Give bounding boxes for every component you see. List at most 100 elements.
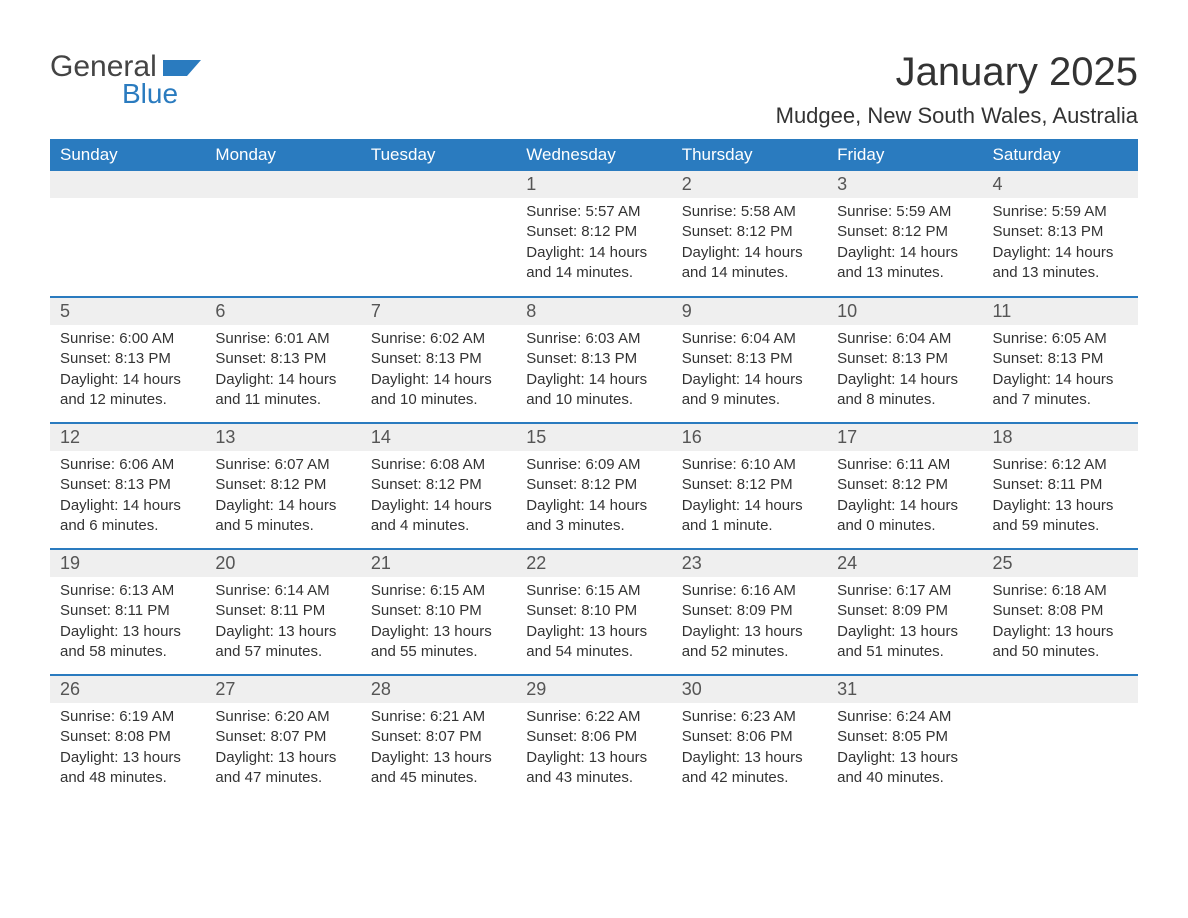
sunset-text: Sunset: 8:05 PM bbox=[837, 727, 972, 747]
sunset-text: Sunset: 8:07 PM bbox=[215, 727, 350, 747]
day-content: Sunrise: 6:05 AMSunset: 8:13 PMDaylight:… bbox=[983, 325, 1138, 418]
title-block: January 2025 Mudgee, New South Wales, Au… bbox=[776, 50, 1138, 129]
day-content: Sunrise: 6:21 AMSunset: 8:07 PMDaylight:… bbox=[361, 703, 516, 796]
daylight-text: Daylight: 13 hours and 43 minutes. bbox=[526, 748, 661, 789]
day-content: Sunrise: 6:14 AMSunset: 8:11 PMDaylight:… bbox=[205, 577, 360, 670]
day-number: 13 bbox=[205, 424, 360, 451]
day-content: Sunrise: 6:08 AMSunset: 8:12 PMDaylight:… bbox=[361, 451, 516, 544]
calendar-day-cell: 14Sunrise: 6:08 AMSunset: 8:12 PMDayligh… bbox=[361, 423, 516, 549]
day-content: Sunrise: 6:03 AMSunset: 8:13 PMDaylight:… bbox=[516, 325, 671, 418]
daylight-text: Daylight: 14 hours and 11 minutes. bbox=[215, 370, 350, 411]
day-number: 15 bbox=[516, 424, 671, 451]
daylight-text: Daylight: 13 hours and 59 minutes. bbox=[993, 496, 1128, 537]
sunrise-text: Sunrise: 6:04 AM bbox=[682, 329, 817, 349]
day-content: Sunrise: 6:02 AMSunset: 8:13 PMDaylight:… bbox=[361, 325, 516, 418]
day-content: Sunrise: 6:11 AMSunset: 8:12 PMDaylight:… bbox=[827, 451, 982, 544]
calendar-day-cell: 6Sunrise: 6:01 AMSunset: 8:13 PMDaylight… bbox=[205, 297, 360, 423]
sunrise-text: Sunrise: 6:19 AM bbox=[60, 707, 195, 727]
calendar-day-cell: 11Sunrise: 6:05 AMSunset: 8:13 PMDayligh… bbox=[983, 297, 1138, 423]
day-header: Monday bbox=[205, 139, 360, 171]
day-content bbox=[205, 198, 360, 210]
daylight-text: Daylight: 14 hours and 0 minutes. bbox=[837, 496, 972, 537]
day-number bbox=[205, 171, 360, 198]
daylight-text: Daylight: 13 hours and 58 minutes. bbox=[60, 622, 195, 663]
day-header: Saturday bbox=[983, 139, 1138, 171]
sunset-text: Sunset: 8:10 PM bbox=[371, 601, 506, 621]
calendar-day-cell: 18Sunrise: 6:12 AMSunset: 8:11 PMDayligh… bbox=[983, 423, 1138, 549]
day-header: Friday bbox=[827, 139, 982, 171]
sunset-text: Sunset: 8:09 PM bbox=[682, 601, 817, 621]
day-content: Sunrise: 6:12 AMSunset: 8:11 PMDaylight:… bbox=[983, 451, 1138, 544]
day-number: 20 bbox=[205, 550, 360, 577]
sunset-text: Sunset: 8:12 PM bbox=[215, 475, 350, 495]
sunrise-text: Sunrise: 6:07 AM bbox=[215, 455, 350, 475]
calendar-day-cell: 13Sunrise: 6:07 AMSunset: 8:12 PMDayligh… bbox=[205, 423, 360, 549]
calendar-day-cell: 25Sunrise: 6:18 AMSunset: 8:08 PMDayligh… bbox=[983, 549, 1138, 675]
sunrise-text: Sunrise: 6:03 AM bbox=[526, 329, 661, 349]
daylight-text: Daylight: 13 hours and 57 minutes. bbox=[215, 622, 350, 663]
sunset-text: Sunset: 8:13 PM bbox=[60, 475, 195, 495]
sunset-text: Sunset: 8:12 PM bbox=[526, 475, 661, 495]
day-content: Sunrise: 6:04 AMSunset: 8:13 PMDaylight:… bbox=[827, 325, 982, 418]
calendar-day-cell: 19Sunrise: 6:13 AMSunset: 8:11 PMDayligh… bbox=[50, 549, 205, 675]
day-number: 26 bbox=[50, 676, 205, 703]
calendar-day-cell: 23Sunrise: 6:16 AMSunset: 8:09 PMDayligh… bbox=[672, 549, 827, 675]
calendar-day-cell bbox=[205, 171, 360, 297]
daylight-text: Daylight: 13 hours and 45 minutes. bbox=[371, 748, 506, 789]
sunrise-text: Sunrise: 6:20 AM bbox=[215, 707, 350, 727]
day-content: Sunrise: 6:24 AMSunset: 8:05 PMDaylight:… bbox=[827, 703, 982, 796]
day-content: Sunrise: 6:07 AMSunset: 8:12 PMDaylight:… bbox=[205, 451, 360, 544]
day-number: 27 bbox=[205, 676, 360, 703]
logo-flag-icon bbox=[163, 56, 201, 76]
sunrise-text: Sunrise: 6:08 AM bbox=[371, 455, 506, 475]
calendar-day-cell: 10Sunrise: 6:04 AMSunset: 8:13 PMDayligh… bbox=[827, 297, 982, 423]
daylight-text: Daylight: 14 hours and 10 minutes. bbox=[371, 370, 506, 411]
calendar-day-cell: 26Sunrise: 6:19 AMSunset: 8:08 PMDayligh… bbox=[50, 675, 205, 801]
day-number: 21 bbox=[361, 550, 516, 577]
calendar-day-cell: 2Sunrise: 5:58 AMSunset: 8:12 PMDaylight… bbox=[672, 171, 827, 297]
sunrise-text: Sunrise: 6:23 AM bbox=[682, 707, 817, 727]
sunrise-text: Sunrise: 6:01 AM bbox=[215, 329, 350, 349]
day-number: 2 bbox=[672, 171, 827, 198]
day-number: 7 bbox=[361, 298, 516, 325]
month-title: January 2025 bbox=[776, 50, 1138, 95]
sunrise-text: Sunrise: 6:15 AM bbox=[526, 581, 661, 601]
calendar-week-row: 5Sunrise: 6:00 AMSunset: 8:13 PMDaylight… bbox=[50, 297, 1138, 423]
calendar-day-cell: 30Sunrise: 6:23 AMSunset: 8:06 PMDayligh… bbox=[672, 675, 827, 801]
calendar-day-cell: 15Sunrise: 6:09 AMSunset: 8:12 PMDayligh… bbox=[516, 423, 671, 549]
day-number: 30 bbox=[672, 676, 827, 703]
day-number: 24 bbox=[827, 550, 982, 577]
sunrise-text: Sunrise: 6:10 AM bbox=[682, 455, 817, 475]
header: General Blue January 2025 Mudgee, New So… bbox=[50, 50, 1138, 129]
logo-text-blue: Blue bbox=[122, 78, 201, 110]
calendar-day-cell: 8Sunrise: 6:03 AMSunset: 8:13 PMDaylight… bbox=[516, 297, 671, 423]
daylight-text: Daylight: 14 hours and 6 minutes. bbox=[60, 496, 195, 537]
day-number: 29 bbox=[516, 676, 671, 703]
daylight-text: Daylight: 14 hours and 8 minutes. bbox=[837, 370, 972, 411]
daylight-text: Daylight: 13 hours and 42 minutes. bbox=[682, 748, 817, 789]
day-content: Sunrise: 5:57 AMSunset: 8:12 PMDaylight:… bbox=[516, 198, 671, 291]
day-header: Thursday bbox=[672, 139, 827, 171]
sunrise-text: Sunrise: 6:16 AM bbox=[682, 581, 817, 601]
sunset-text: Sunset: 8:06 PM bbox=[526, 727, 661, 747]
day-number bbox=[983, 676, 1138, 703]
day-number: 9 bbox=[672, 298, 827, 325]
sunrise-text: Sunrise: 6:02 AM bbox=[371, 329, 506, 349]
daylight-text: Daylight: 14 hours and 14 minutes. bbox=[526, 243, 661, 284]
day-number: 12 bbox=[50, 424, 205, 451]
sunrise-text: Sunrise: 6:18 AM bbox=[993, 581, 1128, 601]
calendar-week-row: 19Sunrise: 6:13 AMSunset: 8:11 PMDayligh… bbox=[50, 549, 1138, 675]
day-content: Sunrise: 6:18 AMSunset: 8:08 PMDaylight:… bbox=[983, 577, 1138, 670]
sunset-text: Sunset: 8:09 PM bbox=[837, 601, 972, 621]
day-number: 17 bbox=[827, 424, 982, 451]
day-number: 22 bbox=[516, 550, 671, 577]
day-header-row: Sunday Monday Tuesday Wednesday Thursday… bbox=[50, 139, 1138, 171]
day-header: Wednesday bbox=[516, 139, 671, 171]
calendar-day-cell: 17Sunrise: 6:11 AMSunset: 8:12 PMDayligh… bbox=[827, 423, 982, 549]
sunrise-text: Sunrise: 6:12 AM bbox=[993, 455, 1128, 475]
calendar-day-cell: 5Sunrise: 6:00 AMSunset: 8:13 PMDaylight… bbox=[50, 297, 205, 423]
sunrise-text: Sunrise: 6:14 AM bbox=[215, 581, 350, 601]
sunrise-text: Sunrise: 5:59 AM bbox=[837, 202, 972, 222]
daylight-text: Daylight: 13 hours and 52 minutes. bbox=[682, 622, 817, 663]
daylight-text: Daylight: 14 hours and 13 minutes. bbox=[837, 243, 972, 284]
